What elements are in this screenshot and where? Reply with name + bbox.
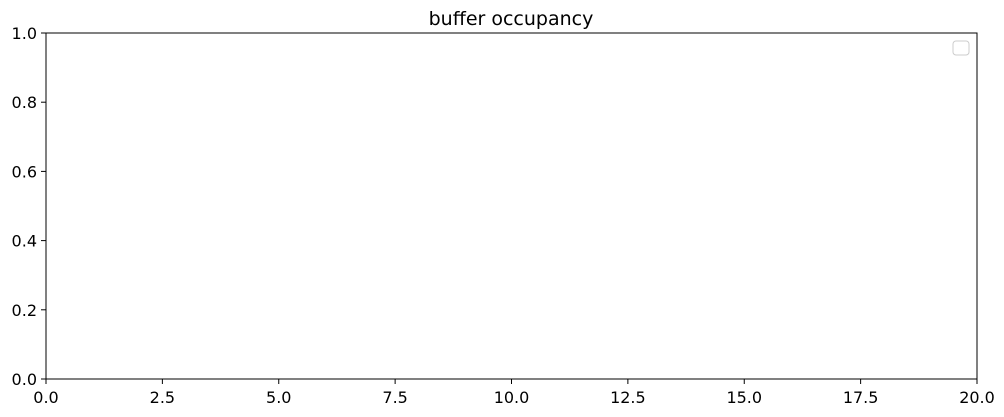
y-tick-label: 1.0 [12, 24, 37, 43]
plot-area [45, 32, 978, 380]
x-tick-label: 12.5 [610, 388, 646, 407]
y-tick-label: 0.0 [12, 370, 37, 389]
y-tick-label: 0.2 [12, 301, 37, 320]
chart-title: buffer occupancy [429, 8, 594, 30]
x-tick-label: 15.0 [726, 388, 762, 407]
x-tick-label: 20.0 [959, 388, 995, 407]
y-tick-label: 0.6 [12, 162, 37, 181]
legend [952, 40, 970, 56]
x-tick-label: 0.0 [33, 388, 58, 407]
x-tick-label: 10.0 [494, 388, 530, 407]
x-tick-label: 17.5 [843, 388, 879, 407]
y-tick-label: 0.4 [12, 232, 37, 251]
x-axis: 0.0 2.5 5.0 7.5 10.0 12.5 15.0 17.5 20.0 [33, 379, 995, 407]
x-tick-label: 2.5 [150, 388, 175, 407]
x-tick-label: 7.5 [382, 388, 407, 407]
y-tick-label: 0.8 [12, 93, 37, 112]
x-tick-label: 5.0 [266, 388, 291, 407]
y-axis: 0.0 0.2 0.4 0.6 0.8 1.0 [12, 24, 46, 389]
